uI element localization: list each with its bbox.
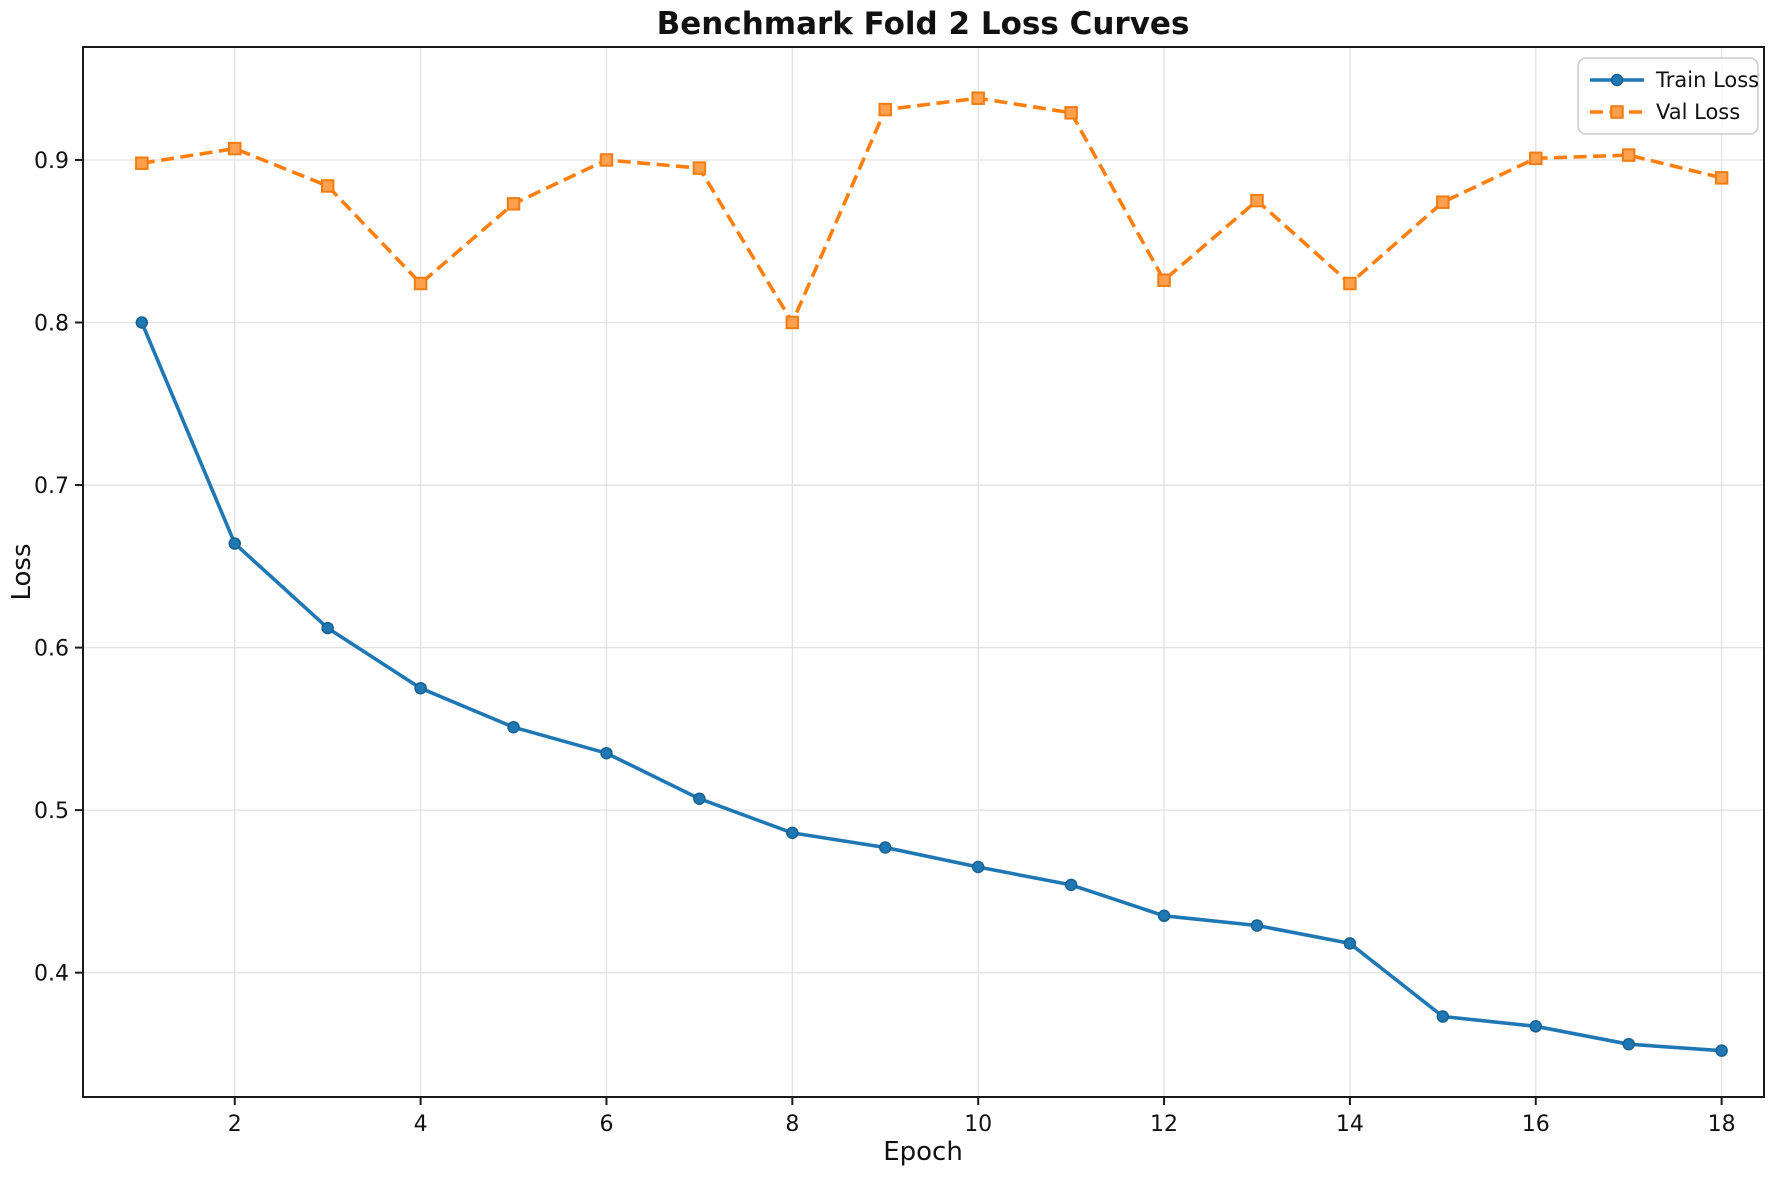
train-loss-marker bbox=[135, 316, 149, 329]
grid bbox=[83, 47, 1764, 1097]
train-loss-marker bbox=[1436, 1010, 1450, 1023]
y-tick-label: 0.7 bbox=[34, 474, 69, 499]
val-loss-marker bbox=[1157, 273, 1171, 287]
train-loss-marker bbox=[1622, 1037, 1635, 1051]
val-loss-marker bbox=[599, 153, 614, 167]
y-tick-label: 0.9 bbox=[34, 149, 69, 174]
train-loss-marker bbox=[786, 826, 799, 840]
train-loss-marker bbox=[1064, 878, 1078, 892]
x-tick-label: 6 bbox=[599, 1112, 613, 1137]
x-tick-label: 16 bbox=[1522, 1112, 1550, 1137]
val-loss-marker bbox=[413, 276, 428, 291]
x-tick-label: 8 bbox=[785, 1112, 799, 1137]
val-loss-marker bbox=[135, 156, 149, 170]
tick-layer: 2 4 6 8 10 12 14 16 18 0.4 0.5 0.6 0.7 0.8 0.9 bbox=[34, 149, 1736, 1137]
legend-sample-val bbox=[1590, 105, 1644, 119]
x-tick-label: 14 bbox=[1336, 1112, 1364, 1137]
train-loss-marker bbox=[1343, 937, 1357, 950]
val-loss-marker bbox=[1529, 151, 1543, 166]
val-loss-marker bbox=[1343, 276, 1357, 291]
train-loss-marker bbox=[1715, 1044, 1728, 1057]
val-loss-marker bbox=[228, 141, 242, 156]
val-loss-marker bbox=[785, 315, 800, 330]
train-loss-marker bbox=[507, 720, 520, 734]
train-loss-marker bbox=[1250, 919, 1264, 932]
series-layer bbox=[135, 91, 1729, 1057]
train-loss-marker bbox=[693, 792, 706, 805]
val-loss-marker bbox=[1250, 193, 1264, 208]
train-loss-marker bbox=[879, 841, 892, 854]
y-axis-label: Loss bbox=[7, 543, 37, 600]
plot-area bbox=[83, 47, 1764, 1097]
chart-title: Benchmark Fold 2 Loss Curves bbox=[657, 6, 1190, 42]
train-loss-marker bbox=[1157, 909, 1171, 923]
legend-label-val: Val Loss bbox=[1656, 100, 1740, 124]
legend-sample-marker bbox=[1610, 105, 1624, 119]
y-tick-label: 0.8 bbox=[34, 312, 69, 337]
train-loss-marker bbox=[971, 860, 985, 874]
val-loss-marker bbox=[692, 161, 707, 175]
train-loss-marker bbox=[414, 681, 427, 695]
legend-sample-train bbox=[1590, 73, 1644, 87]
val-loss-marker bbox=[320, 179, 335, 193]
legend-sample-marker bbox=[1610, 73, 1624, 87]
axes-frame bbox=[82, 46, 1765, 1098]
x-tick-label: 18 bbox=[1708, 1112, 1736, 1137]
x-tick-label: 12 bbox=[1150, 1112, 1178, 1137]
x-axis-label: Epoch bbox=[883, 1137, 963, 1167]
val-loss-marker bbox=[1436, 195, 1450, 209]
train-loss-marker bbox=[321, 621, 334, 635]
val-loss-marker bbox=[1621, 148, 1636, 162]
train-loss-marker bbox=[228, 537, 242, 550]
x-tick-label: 4 bbox=[414, 1112, 428, 1137]
x-tick-label: 10 bbox=[964, 1112, 992, 1137]
val-loss-marker bbox=[1714, 171, 1729, 185]
train-loss-marker bbox=[600, 746, 613, 760]
y-tick-label: 0.5 bbox=[34, 799, 69, 824]
legend-label-train: Train Loss bbox=[1655, 68, 1759, 92]
y-tick-label: 0.6 bbox=[34, 637, 69, 662]
val-loss-marker bbox=[506, 197, 521, 211]
val-loss-marker bbox=[1064, 106, 1078, 120]
train-loss-line bbox=[140, 321, 1722, 1053]
x-tick-label: 2 bbox=[228, 1112, 242, 1137]
val-loss-marker bbox=[971, 91, 985, 105]
val-loss-marker bbox=[878, 102, 893, 117]
legend: Train Loss Val Loss bbox=[1577, 57, 1759, 135]
train-loss-marker bbox=[1529, 1020, 1543, 1033]
y-tick-label: 0.4 bbox=[34, 962, 69, 987]
